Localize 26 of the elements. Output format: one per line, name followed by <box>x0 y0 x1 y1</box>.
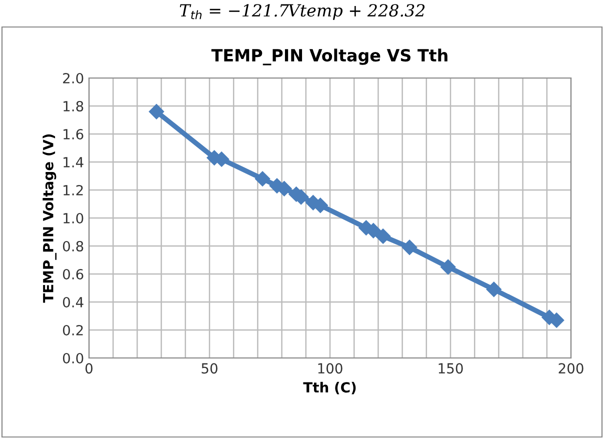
y-tick-label: 0.0 <box>62 352 84 364</box>
y-axis-title: TEMP_PIN Voltage (V) <box>42 134 56 303</box>
y-tick-label: 1.4 <box>64 157 84 168</box>
point <box>375 228 391 244</box>
y-tick-label: 0.2 <box>62 324 83 336</box>
text: T$_{th}$ = −121.7Vtemp + 228.32 <box>180 4 425 20</box>
chart-title: TEMP_PIN Voltage VS Tth <box>211 48 448 66</box>
y-tick-label: 2.0 <box>63 72 84 84</box>
x-tick-label: 200 <box>558 363 584 374</box>
point <box>254 171 270 186</box>
y-tick-label: 1.2 <box>64 184 83 196</box>
x-tick-label: 100 <box>318 363 342 374</box>
y-tick-label: 0.6 <box>62 268 84 280</box>
y-tick-label: 0.8 <box>62 240 84 252</box>
point <box>148 104 164 120</box>
point <box>440 259 456 275</box>
x-tick-label: 150 <box>438 363 463 374</box>
y-tick-label: 1.0 <box>64 212 84 224</box>
y-tick-label: 1.6 <box>64 128 84 140</box>
point <box>402 240 418 255</box>
y-tick-label: 1.8 <box>64 100 84 112</box>
x-axis-title: Tth (C) <box>303 382 356 394</box>
x-tick-label: 0 <box>85 363 92 374</box>
y-tick-label: 0.4 <box>62 296 84 308</box>
x-tick-label: 50 <box>202 363 218 374</box>
point <box>486 282 502 297</box>
